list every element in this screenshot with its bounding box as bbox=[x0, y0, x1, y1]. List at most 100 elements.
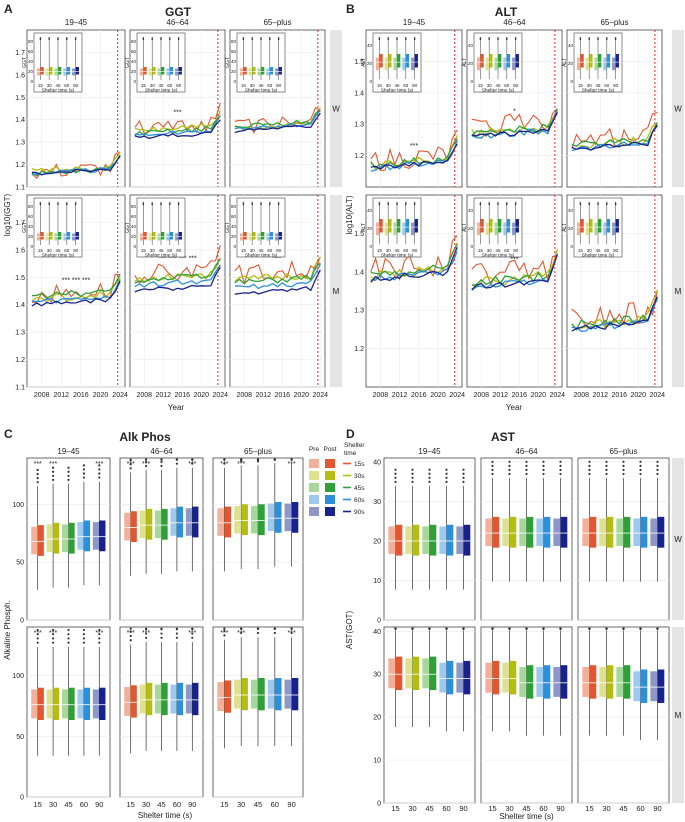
inset-box-pre bbox=[494, 57, 498, 71]
box-outlier bbox=[491, 468, 494, 471]
inset-outlier bbox=[151, 203, 153, 206]
inset-box-pre bbox=[139, 68, 144, 76]
inset-x-label: Shelter time (s) bbox=[582, 88, 615, 94]
inset-x-label: Shelter time (s) bbox=[381, 253, 414, 259]
box-outlier bbox=[525, 468, 528, 471]
x-tick-label-C: 30 bbox=[49, 800, 57, 809]
box-outlier bbox=[175, 627, 178, 630]
inset-box-pre bbox=[585, 222, 590, 236]
box-outlier bbox=[559, 468, 562, 471]
inset-y-tick: 80 bbox=[231, 39, 237, 44]
inset-y-tick: 20 bbox=[28, 69, 34, 74]
box-outlier bbox=[82, 476, 85, 479]
box-outlier bbox=[290, 631, 293, 635]
box-post-45 bbox=[258, 678, 265, 711]
series-line-15s bbox=[370, 129, 458, 171]
box-pre-30 bbox=[46, 689, 53, 719]
series-line-90s bbox=[134, 266, 221, 293]
inset-box-post bbox=[397, 219, 401, 233]
y-tick-label-B-M: 1.4 bbox=[354, 269, 364, 276]
box-post-30 bbox=[146, 508, 153, 540]
box-outlier bbox=[394, 480, 397, 483]
box-pre-60 bbox=[170, 508, 177, 536]
box-outlier bbox=[52, 466, 55, 469]
inset-y-tick: 20 bbox=[367, 61, 373, 66]
inset-x-tick: 60 bbox=[403, 83, 409, 88]
box-outlier bbox=[52, 474, 55, 477]
box-pre-45 bbox=[62, 524, 69, 552]
box-post-30 bbox=[412, 656, 420, 691]
inset-outlier bbox=[169, 38, 171, 41]
series-line-30s bbox=[234, 256, 321, 282]
legend-entry-30s: 30s bbox=[354, 473, 365, 480]
series-line-90s bbox=[471, 254, 558, 290]
box-pre-15 bbox=[582, 666, 590, 697]
inset-outlier bbox=[260, 203, 262, 206]
x-tick-label-A: 2008 bbox=[236, 392, 252, 399]
inset-box-pre bbox=[148, 68, 153, 76]
series-line-60s bbox=[134, 264, 221, 288]
x-tick-label-D: 30 bbox=[602, 804, 610, 813]
series-line-90s bbox=[571, 296, 658, 332]
inset-outlier bbox=[606, 203, 608, 206]
x-tick-label-C: 15 bbox=[127, 800, 135, 809]
x-tick-label-C: 90 bbox=[95, 800, 103, 809]
x-tick-label-D: 90 bbox=[459, 804, 467, 813]
box-pre-90 bbox=[650, 518, 658, 547]
box-post-90 bbox=[192, 682, 199, 716]
box-pre-45 bbox=[155, 684, 162, 714]
inset-box-pre bbox=[72, 68, 76, 76]
inset-box-pre bbox=[402, 57, 406, 71]
inset-box-post bbox=[580, 219, 584, 233]
inset-outlier bbox=[39, 38, 42, 41]
inset-x-tick: 45 bbox=[495, 83, 501, 88]
significance-annotation: * bbox=[513, 108, 516, 115]
box-outlier bbox=[82, 637, 85, 640]
inset-y-tick: 0 bbox=[233, 244, 236, 249]
inset-box-post bbox=[515, 54, 519, 68]
box-outlier bbox=[67, 637, 70, 640]
box-pre-90 bbox=[553, 666, 561, 697]
box-outlier bbox=[98, 637, 101, 640]
series-line-15s bbox=[471, 108, 558, 133]
box-pre-45 bbox=[616, 666, 624, 697]
box-outlier bbox=[98, 464, 101, 467]
inset-x-tick: 90 bbox=[412, 248, 418, 253]
series-line-60s bbox=[471, 111, 558, 139]
inset-boxplot-B-W-1: 0 20 40 15 30 45 60 90 ALT Shelter time (s) bbox=[462, 32, 523, 94]
inset-y-tick: 40 bbox=[568, 43, 574, 48]
y-tick-label-C-M: 50 bbox=[16, 734, 24, 741]
box-post-60 bbox=[640, 516, 648, 548]
inset-outlier bbox=[614, 203, 617, 206]
x-tick-label-B: 2008 bbox=[573, 392, 589, 399]
inset-y-tick: 20 bbox=[131, 234, 137, 239]
box-post-90 bbox=[291, 678, 299, 711]
inset-x-label: Shelter time (s) bbox=[582, 253, 615, 259]
x-tick-label-B: 2024 bbox=[549, 392, 565, 399]
y-tick-label-D-M: 30 bbox=[373, 672, 381, 679]
box-outlier bbox=[445, 476, 448, 479]
box-pre-45 bbox=[62, 689, 69, 719]
inset-box-pre bbox=[257, 233, 261, 241]
box-pre-15 bbox=[388, 526, 396, 554]
x-tick-label-B: 2020 bbox=[430, 392, 446, 399]
inset-x-tick: 45 bbox=[258, 248, 264, 253]
x-tick-label-B: 2024 bbox=[649, 392, 665, 399]
box-outlier bbox=[98, 476, 101, 479]
inset-box-pre bbox=[257, 68, 261, 76]
y-tick-label-D-M: 20 bbox=[373, 715, 381, 722]
inset-box-post bbox=[152, 67, 156, 75]
box-outlier bbox=[525, 627, 528, 630]
x-tick-label-D: 45 bbox=[619, 804, 627, 813]
x-tick-label-A: 2016 bbox=[274, 392, 290, 399]
inset-outlier bbox=[396, 203, 398, 206]
inset-box-pre bbox=[503, 57, 507, 71]
x-tick-label-D: 90 bbox=[556, 804, 564, 813]
inset-outlier bbox=[606, 38, 608, 41]
box-post-15 bbox=[130, 511, 137, 543]
box-post-45 bbox=[258, 504, 265, 536]
box-outlier bbox=[223, 630, 226, 633]
